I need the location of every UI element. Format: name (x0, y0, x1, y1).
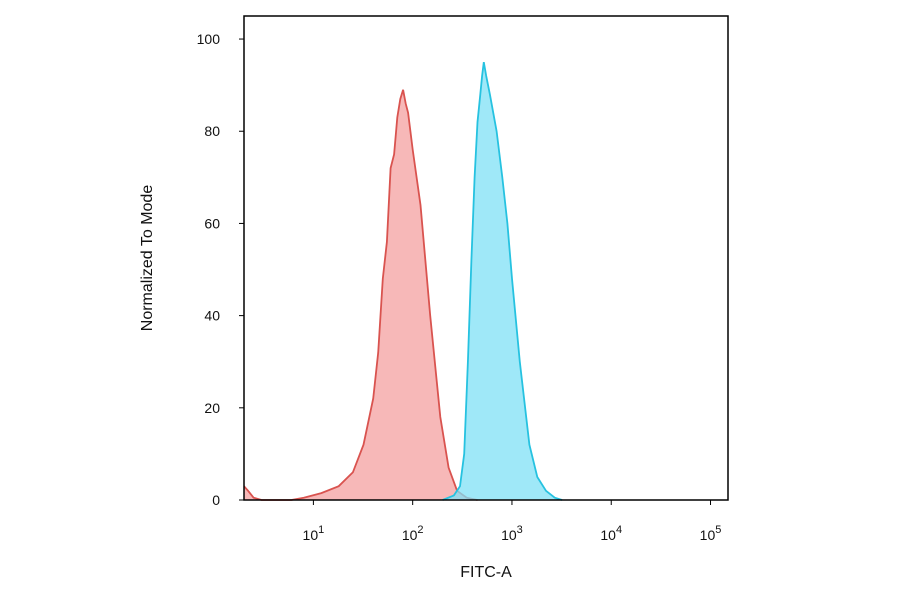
x-axis: 101 102 103 104 105 (303, 500, 722, 543)
series-2-line (442, 61, 563, 501)
x-tick-label: 101 (303, 524, 325, 543)
series-1-line (243, 89, 478, 501)
x-tick-label: 105 (700, 524, 722, 543)
x-tick-label: 102 (402, 524, 424, 543)
series-1-area (244, 89, 478, 501)
y-tick-label: 100 (197, 31, 221, 47)
y-tick-label: 60 (204, 215, 220, 231)
y-axis: 0 20 40 60 80 100 (197, 31, 244, 508)
y-tick-label: 0 (212, 492, 220, 508)
plot-frame (243, 15, 729, 501)
y-tick-label: 80 (204, 123, 220, 139)
y-axis-label: Normalized To Mode (139, 185, 156, 332)
y-tick-label: 20 (204, 400, 220, 416)
x-axis-label: FITC-A (460, 564, 512, 581)
series-2-area (442, 62, 563, 500)
y-tick-label: 40 (204, 308, 220, 324)
series-layer (243, 61, 563, 501)
x-tick-label: 104 (600, 524, 622, 543)
x-tick-label: 103 (501, 524, 523, 543)
